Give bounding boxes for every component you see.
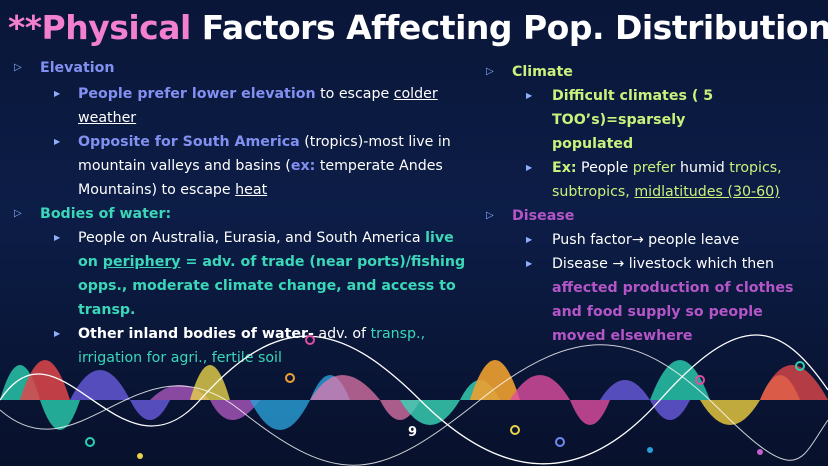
bullet-water-2: Other inland bodies of water- adv. of tr… (8, 322, 478, 370)
text: to escape (315, 86, 394, 102)
bold-text: = adv. of trade (near ports)/fishing opp… (78, 254, 466, 318)
bold-text: affected production of clothes and food … (552, 280, 794, 344)
right-column: Climate Difficult climates ( 5 TOO’s)=sp… (480, 60, 820, 348)
bullet-elevation-1: People prefer lower elevation to escape … (8, 82, 478, 130)
underlined-text: heat (235, 182, 268, 198)
underlined-text: periphery (102, 254, 181, 270)
left-column: Elevation People prefer lower elevation … (8, 56, 478, 370)
bold-text: Opposite for South America (78, 134, 300, 150)
text: People on Australia, Eurasia, and South … (78, 230, 426, 246)
bullet-elevation-2: Opposite for South America (tropics)-mos… (8, 130, 478, 202)
page-number: 9 (408, 425, 418, 440)
text: temperate Andes Mountains) to escape (78, 158, 443, 198)
bullet-elevation: Elevation (8, 56, 478, 80)
bullet-disease-1: Push factor→ people leave (480, 228, 820, 252)
underlined-text: midlatitudes (30-60) (634, 184, 780, 200)
text: People (576, 160, 633, 176)
bullet-climate-1: Difficult climates ( 5 TOO’s)=sparsely p… (480, 84, 732, 156)
teal-text: transp., irrigation for agri., fertile s… (78, 326, 426, 366)
wave-line (0, 334, 828, 465)
bold-text: Other inland bodies of water- (78, 326, 314, 342)
underlined-text: colder weather (78, 86, 438, 126)
bold-text: live on (78, 230, 454, 270)
decorative-waves (0, 334, 828, 466)
wave-shapes (0, 360, 828, 430)
text: humid (675, 160, 730, 176)
bullet-disease-2: Disease → livestock which then affected … (480, 252, 820, 348)
bullet-bodies-of-water: Bodies of water: (8, 202, 478, 226)
green-text: prefer (632, 160, 676, 176)
wave-line (0, 344, 828, 466)
slide-title: **Physical Factors Affecting Pop. Distri… (8, 8, 828, 47)
text: adv. of (313, 326, 371, 342)
text: (tropics)-most live in mountain valleys … (78, 134, 451, 174)
bullet-climate: Climate (480, 60, 820, 84)
title-prefix: ** (8, 8, 42, 47)
bold-text: People prefer lower elevation (78, 86, 316, 102)
title-highlight: Physical (41, 8, 192, 47)
ex-label: Ex: (552, 160, 577, 176)
bullet-climate-2: Ex: People prefer humid tropics, subtrop… (480, 156, 820, 204)
text: Disease → livestock which then (552, 256, 774, 272)
bullet-water-1: People on Australia, Eurasia, and South … (8, 226, 478, 322)
green-text: tropics, subtropics, (552, 160, 782, 200)
ex-label: ex: (290, 158, 316, 174)
decorative-dots (85, 335, 805, 459)
bullet-disease: Disease (480, 204, 820, 228)
title-rest: Factors Affecting Pop. Distribution (190, 8, 828, 47)
